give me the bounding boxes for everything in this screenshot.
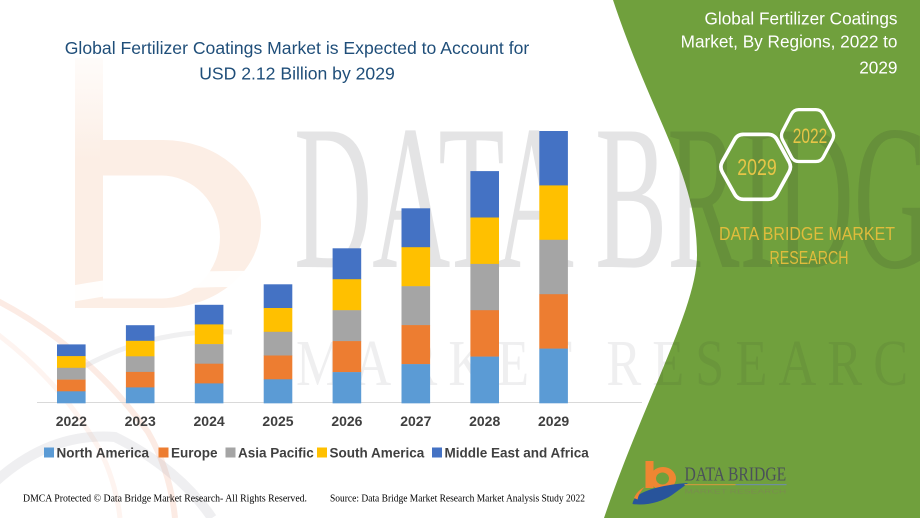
- svg-text:Middle East and Africa: Middle East and Africa: [445, 446, 590, 461]
- svg-text:Europe: Europe: [171, 446, 218, 461]
- svg-text:2023: 2023: [125, 413, 156, 429]
- svg-text:Market, By Regions, 2022 to: Market, By Regions, 2022 to: [681, 32, 898, 52]
- svg-text:DMCA Protected © Data Bridge M: DMCA Protected © Data Bridge Market Rese…: [23, 494, 307, 505]
- svg-text:Asia Pacific: Asia Pacific: [238, 446, 314, 461]
- svg-text:North America: North America: [57, 446, 150, 461]
- svg-text:2029: 2029: [859, 58, 897, 78]
- svg-text:2027: 2027: [400, 413, 431, 429]
- svg-text:2026: 2026: [331, 413, 362, 429]
- svg-text:2028: 2028: [469, 413, 500, 429]
- svg-text:RESEARCH: RESEARCH: [770, 248, 849, 268]
- svg-text:MARKET RESEARCH: MARKET RESEARCH: [296, 327, 920, 400]
- svg-text:2029: 2029: [538, 413, 569, 429]
- svg-text:2029: 2029: [737, 154, 777, 180]
- svg-text:USD 2.12 Billion by 2029: USD 2.12 Billion by 2029: [199, 64, 395, 84]
- svg-text:South America: South America: [330, 446, 425, 461]
- svg-text:DATA BRIDGE: DATA BRIDGE: [294, 83, 920, 312]
- svg-text:Global Fertilizer Coatings Mar: Global Fertilizer Coatings Market is Exp…: [65, 38, 530, 58]
- svg-text:2022: 2022: [793, 125, 828, 148]
- svg-text:Source: Data Bridge Market Res: Source: Data Bridge Market Research Mark…: [330, 494, 585, 505]
- svg-text:DATA BRIDGE MARKET: DATA BRIDGE MARKET: [719, 224, 895, 244]
- svg-text:MARKET RESEARCH: MARKET RESEARCH: [685, 490, 787, 496]
- svg-text:2024: 2024: [194, 413, 225, 429]
- svg-text:2025: 2025: [262, 413, 293, 429]
- svg-text:DATA BRIDGE: DATA BRIDGE: [685, 465, 787, 486]
- svg-text:2022: 2022: [56, 413, 87, 429]
- svg-text:Global Fertilizer Coatings: Global Fertilizer Coatings: [705, 9, 898, 29]
